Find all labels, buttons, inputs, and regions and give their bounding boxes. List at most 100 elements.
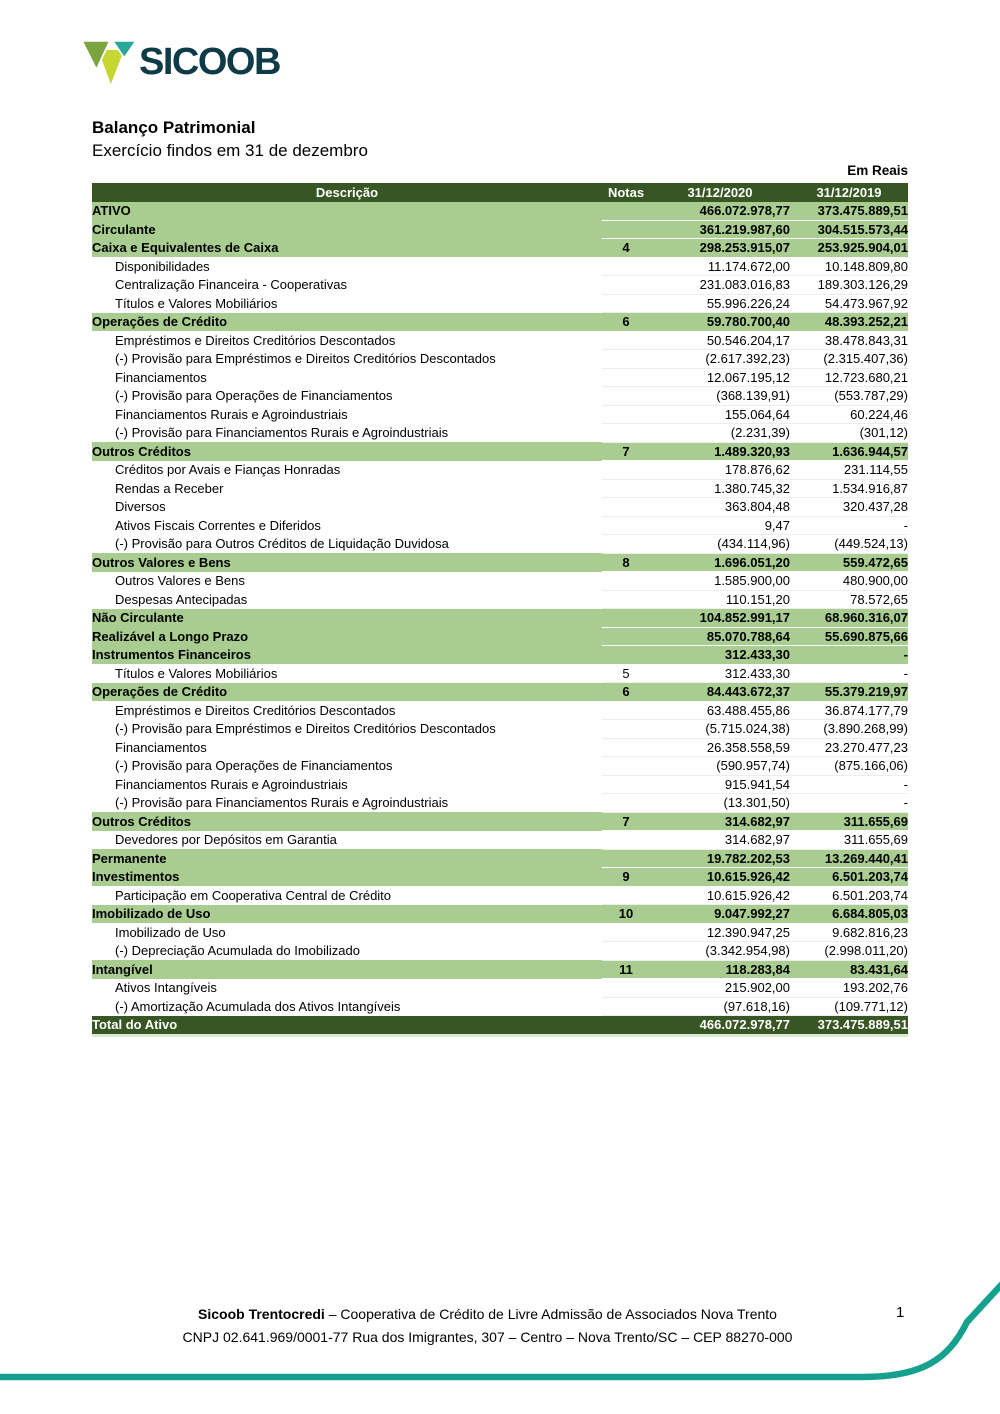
row-description: Operações de Crédito [92,312,602,331]
table-row: Outros Créditos 7 314.682,97 311.655,69 [92,812,908,831]
row-value-2019: 480.900,00 [790,571,908,591]
row-value-2019: 10.148.809,80 [790,257,908,276]
row-description: (-) Provisão para Empréstimos e Direitos… [92,719,602,738]
row-description: Circulante [92,220,602,239]
table-row: Empréstimos e Direitos Creditórios Desco… [92,331,908,350]
table-row: Realizável a Longo Prazo 85.070.788,64 55.… [92,627,908,646]
row-value-2020: 298.253.915,07 [650,238,790,258]
row-value-2019: 68.960.316,07 [790,608,908,628]
row-description: Outros Créditos [92,442,602,461]
row-value-2019: 311.655,69 [790,812,908,831]
row-description: Rendas a Receber [92,479,602,498]
row-description: (-) Provisão para Operações de Financiam… [92,756,602,775]
row-description: Investimentos [92,867,602,886]
row-note [602,460,650,480]
row-description: Outros Créditos [92,812,602,831]
table-row: Imobilizado de Uso 10 9.047.992,27 6.684.80… [92,904,908,924]
row-value-2020: 1.380.745,32 [650,479,790,498]
row-value-2020: 10.615.926,42 [650,867,790,887]
table-row: (-) Provisão para Outros Créditos de Liq… [92,534,908,554]
table-row: Financiamentos 12.067.195,12 12.723.680,21 [92,368,908,387]
row-description: (-) Depreciação Acumulada do Imobilizado [92,941,602,960]
row-description: Total do Ativo [92,1015,602,1037]
row-value-2020: 19.782.202,53 [650,849,790,868]
table-row: Caixa e Equivalentes de Caixa 4 298.253.91… [92,238,908,258]
table-row: (-) Provisão para Empréstimos e Direitos… [92,349,908,369]
table-row: Disponibilidades 11.174.672,00 10.148.809,… [92,257,908,276]
row-note [602,830,650,850]
row-value-2019: 55.379.219,97 [790,682,908,702]
row-value-2020: 155.064,64 [650,405,790,424]
row-value-2020: (97.618,16) [650,997,790,1016]
row-description: Créditos por Avais e Fianças Honradas [92,460,602,479]
footer-org-name: Sicoob Trentocredi [198,1306,325,1322]
row-note: 6 [602,312,650,332]
table-row: Participação em Cooperativa Central de C… [92,886,908,905]
title-block: Balanço Patrimonial Exercício findos em … [92,117,368,161]
table-row: (-) Amortização Acumulada dos Ativos Int… [92,997,908,1016]
row-value-2020: 215.902,00 [650,978,790,998]
row-description: Empréstimos e Direitos Creditórios Desco… [92,701,602,720]
row-note [602,386,650,406]
footer: Sicoob Trentocredi – Cooperativa de Créd… [0,1303,975,1349]
row-value-2020: (5.715.024,38) [650,719,790,739]
row-description: Operações de Crédito [92,682,602,701]
balance-sheet-table: Descrição Notas 31/12/2020 31/12/2019 AT… [92,183,908,1037]
row-value-2019: - [790,645,908,665]
row-note [602,331,650,350]
row-value-2019: 320.437,28 [790,497,908,517]
row-description: (-) Provisão para Financiamentos Rurais … [92,423,602,442]
row-note [602,368,650,387]
sicoob-logo-icon [82,40,136,85]
row-note [602,423,650,443]
table-row: Títulos e Valores Mobiliários 55.996.226,… [92,294,908,313]
row-note [602,756,650,776]
table-row: Empréstimos e Direitos Creditórios Desco… [92,701,908,720]
table-row: Circulante 361.219.987,60 304.515.573,44 [92,220,908,239]
table-row: Diversos 363.804,48 320.437,28 [92,497,908,517]
row-description: Disponibilidades [92,257,602,276]
row-note [602,349,650,369]
row-description: Outros Valores e Bens [92,571,602,590]
currency-note: Em Reais [847,163,908,178]
footer-address: CNPJ 02.641.969/0001-77 Rua dos Imigrant… [182,1329,793,1345]
row-description: Permanente [92,849,602,868]
table-row: (-) Provisão para Financiamentos Rurais … [92,793,908,813]
row-value-2019: 6.501.203,74 [790,886,908,905]
row-value-2020: 9.047.992,27 [650,904,790,924]
page-number: 1 [896,1304,905,1321]
row-value-2020: 12.067.195,12 [650,368,790,387]
row-description: Despesas Antecipadas [92,590,602,609]
row-value-2020: 1.489.320,93 [650,442,790,461]
row-value-2020: 1.585.900,00 [650,571,790,591]
row-description: (-) Provisão para Operações de Financiam… [92,386,602,405]
row-description: Financiamentos [92,368,602,387]
row-note [602,275,650,295]
row-description: Intangível [92,960,602,979]
document-title: Balanço Patrimonial [92,118,256,137]
row-note: 9 [602,867,650,887]
table-row: (-) Provisão para Operações de Financiam… [92,756,908,776]
row-description: Títulos e Valores Mobiliários [92,294,602,313]
row-note [602,1015,650,1037]
row-description: Caixa e Equivalentes de Caixa [92,238,602,257]
row-description: Não Circulante [92,608,602,627]
row-note [602,849,650,868]
row-note: 11 [602,960,650,979]
row-note [602,645,650,665]
row-value-2020: 466.072.978,77 [650,1015,790,1037]
row-value-2019: 559.472,65 [790,553,908,572]
row-note: 10 [602,904,650,924]
row-value-2020: 9,47 [650,516,790,535]
table-row: Títulos e Valores Mobiliários 5 312.433,30… [92,664,908,683]
row-note [602,590,650,609]
row-value-2019: 1.636.944,57 [790,442,908,461]
row-description: Participação em Cooperativa Central de C… [92,886,602,905]
table-row: (-) Provisão para Empréstimos e Direitos… [92,719,908,739]
row-value-2020: 63.488.455,86 [650,701,790,720]
row-description: Diversos [92,497,602,516]
row-value-2019: 231.114,55 [790,460,908,480]
row-description: (-) Provisão para Financiamentos Rurais … [92,793,602,812]
row-value-2020: (2.617.392,23) [650,349,790,369]
